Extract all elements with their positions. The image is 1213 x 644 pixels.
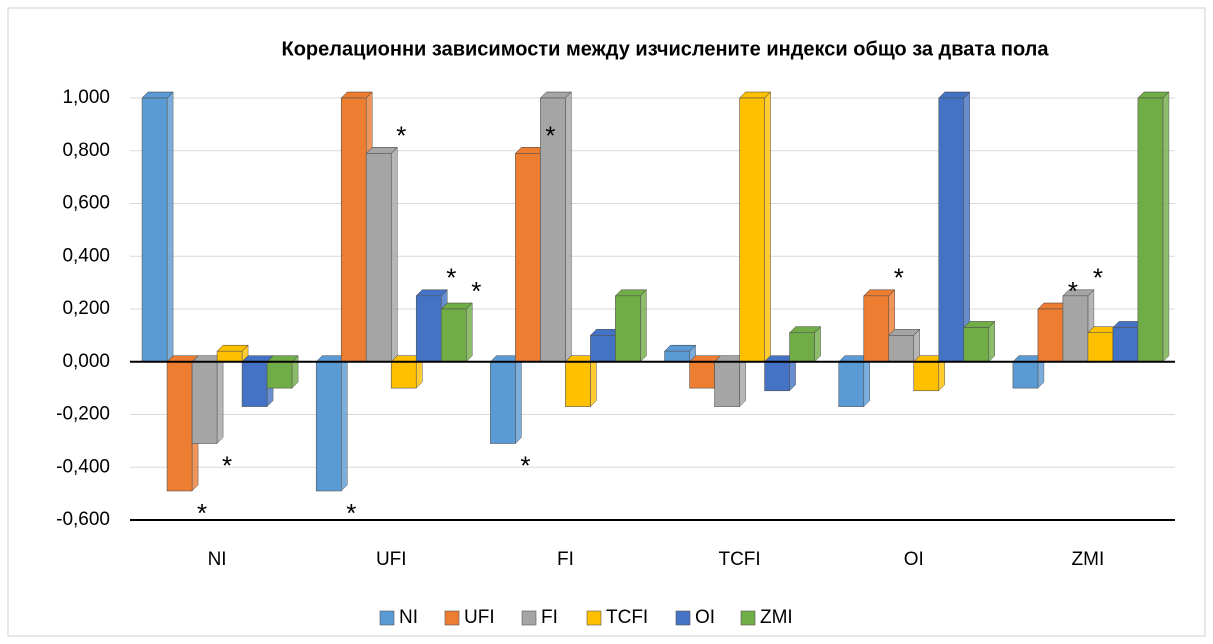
annotation: * bbox=[446, 263, 456, 293]
x-tick-label: UFI bbox=[376, 549, 407, 570]
y-tick-label: 0,800 bbox=[62, 140, 110, 161]
bar-side bbox=[166, 91, 174, 363]
bar bbox=[938, 97, 965, 363]
bar bbox=[1062, 295, 1089, 363]
x-tick-label: OI bbox=[904, 549, 924, 570]
bar bbox=[764, 361, 790, 392]
legend-swatch bbox=[740, 610, 756, 626]
x-tick-label: FI bbox=[557, 549, 574, 570]
bar bbox=[216, 350, 243, 363]
bar bbox=[390, 361, 417, 389]
bar bbox=[963, 327, 990, 363]
bar bbox=[166, 361, 193, 492]
bar bbox=[340, 97, 367, 363]
y-tick-label: 1,000 bbox=[62, 87, 110, 108]
legend-swatch bbox=[586, 610, 602, 626]
chart-frame bbox=[7, 7, 1206, 637]
legend-label: OI bbox=[695, 607, 715, 628]
x-tick-label: NI bbox=[208, 549, 227, 570]
legend-label: UFI bbox=[464, 607, 495, 628]
y-tick-label: 0,600 bbox=[62, 193, 110, 214]
bar bbox=[1012, 361, 1039, 389]
bar-side bbox=[764, 91, 771, 363]
bar bbox=[490, 361, 516, 444]
bar-side bbox=[863, 355, 870, 408]
bar bbox=[415, 295, 442, 363]
bar-side bbox=[341, 355, 348, 492]
bar-side bbox=[515, 355, 522, 445]
chart-title: Корелационни зависимости между изчислени… bbox=[281, 38, 1049, 60]
bar bbox=[241, 361, 268, 407]
bar-side bbox=[466, 302, 473, 363]
bar bbox=[689, 361, 715, 389]
legend-swatch bbox=[521, 610, 537, 626]
legend-swatch bbox=[675, 610, 691, 626]
bar bbox=[565, 361, 591, 407]
annotation: * bbox=[396, 120, 406, 150]
annotation: * bbox=[346, 498, 356, 528]
legend-label: NI bbox=[399, 607, 418, 628]
bar bbox=[315, 361, 342, 492]
bar bbox=[838, 361, 865, 407]
bar-side bbox=[988, 320, 995, 363]
bar bbox=[515, 153, 541, 363]
bar-side bbox=[565, 91, 572, 363]
y-tick-label: -0,400 bbox=[56, 456, 110, 477]
bar bbox=[440, 308, 467, 363]
bar bbox=[1087, 332, 1114, 363]
bar-side bbox=[391, 146, 398, 363]
bar bbox=[888, 335, 915, 363]
y-tick-label: 0,000 bbox=[62, 351, 110, 372]
legend-label: FI bbox=[541, 607, 558, 628]
annotation: * bbox=[222, 450, 232, 480]
bar bbox=[191, 361, 218, 444]
legend-swatch bbox=[444, 610, 460, 626]
x-tick-label: TCFI bbox=[718, 549, 760, 570]
bar-side bbox=[590, 355, 597, 408]
bar bbox=[590, 335, 616, 363]
bar bbox=[1037, 308, 1064, 363]
annotation: * bbox=[1068, 276, 1078, 306]
annotation: * bbox=[471, 276, 481, 306]
bar bbox=[141, 97, 168, 363]
annotation: * bbox=[894, 263, 904, 293]
legend-label: TCFI bbox=[606, 607, 648, 628]
annotation: * bbox=[545, 120, 555, 150]
bar-side bbox=[640, 289, 647, 363]
bar bbox=[664, 350, 690, 363]
x-tick-label: ZMI bbox=[1072, 549, 1105, 570]
annotation: * bbox=[520, 450, 530, 480]
bar-side bbox=[216, 355, 224, 445]
legend-swatch bbox=[379, 610, 395, 626]
bar bbox=[863, 295, 890, 363]
legend-label: ZMI bbox=[760, 607, 793, 628]
y-tick-label: 0,400 bbox=[62, 245, 110, 266]
bar bbox=[913, 361, 940, 392]
y-tick-label: 0,200 bbox=[62, 298, 110, 319]
bar bbox=[714, 361, 740, 407]
y-tick-label: -0,200 bbox=[56, 404, 110, 425]
bar-side bbox=[739, 355, 746, 408]
bar-side bbox=[1162, 91, 1170, 363]
bar bbox=[365, 153, 392, 363]
annotation: * bbox=[1093, 263, 1103, 293]
bar bbox=[1137, 97, 1164, 363]
bar bbox=[540, 97, 566, 363]
annotation: * bbox=[197, 498, 207, 528]
bar bbox=[1112, 327, 1139, 363]
bar bbox=[739, 97, 765, 363]
bar bbox=[615, 295, 641, 363]
bar-side bbox=[963, 91, 970, 363]
bar bbox=[789, 332, 815, 363]
y-tick-label: -0,600 bbox=[56, 509, 110, 530]
bar bbox=[266, 361, 293, 389]
